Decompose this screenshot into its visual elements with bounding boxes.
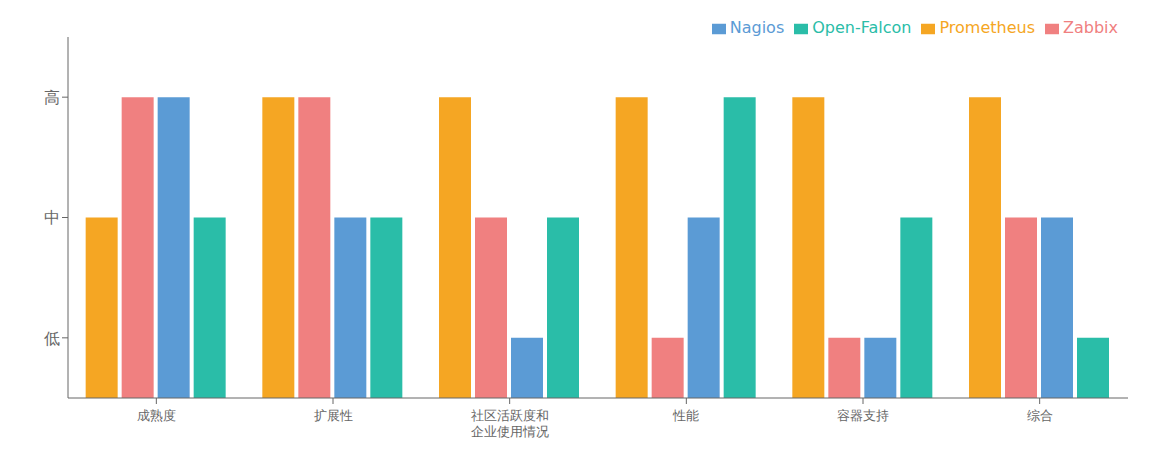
svg-text:社区活跃度和企业使用情况: 社区活跃度和企业使用情况 bbox=[471, 408, 549, 439]
svg-text:综合: 综合 bbox=[1027, 408, 1053, 423]
html-text:Nagios: Nagios bbox=[729, 18, 785, 37]
svg-text:扩展性: 扩展性 bbox=[314, 408, 353, 423]
svg-text:成熟度: 成熟度 bbox=[137, 408, 176, 423]
svg-text:高: 高 bbox=[44, 88, 60, 107]
svg-text:容器支持: 容器支持 bbox=[837, 408, 889, 423]
html-text:Open-Falcon: Open-Falcon bbox=[812, 18, 912, 37]
svg-text:低: 低 bbox=[44, 329, 60, 348]
svg-text:性能: 性能 bbox=[672, 408, 699, 423]
html-text:Prometheus: Prometheus bbox=[939, 18, 1035, 37]
svg-text:中: 中 bbox=[44, 208, 60, 227]
html-text:Zabbix: Zabbix bbox=[1063, 18, 1118, 37]
